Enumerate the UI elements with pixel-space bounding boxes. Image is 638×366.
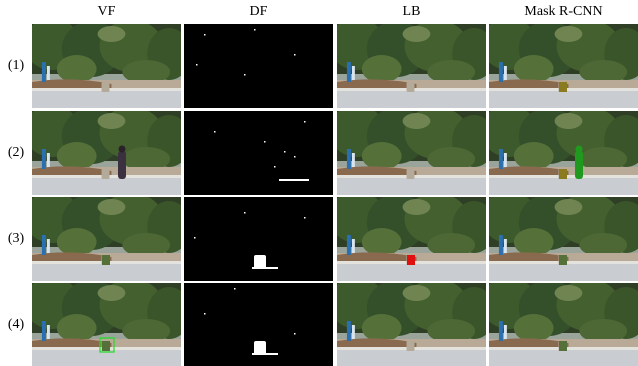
noise-dot	[234, 288, 236, 290]
noise-dot	[294, 156, 296, 158]
noise-dot	[294, 54, 296, 56]
person-head	[119, 146, 126, 153]
image-cell	[24, 105, 191, 195]
mask-background	[184, 24, 333, 108]
person	[575, 151, 583, 179]
mask-background	[184, 111, 333, 195]
noise-dot	[244, 74, 246, 76]
noise-dot	[264, 141, 266, 143]
photo	[481, 277, 638, 366]
trash-cover	[559, 341, 567, 351]
mask-blob	[254, 255, 266, 269]
row-label: (2)	[8, 145, 25, 160]
image-cell	[184, 283, 333, 366]
noise-dot	[304, 121, 306, 123]
image-cell	[24, 191, 191, 281]
photo	[24, 105, 191, 195]
trash-cover	[102, 341, 110, 351]
image-cell	[184, 197, 333, 281]
image-cell	[481, 191, 638, 281]
trash-cover	[102, 255, 110, 265]
trash-cover	[559, 255, 567, 265]
photo	[481, 191, 638, 281]
image-cell	[329, 105, 496, 195]
mask-blob	[254, 341, 266, 355]
highlight	[559, 169, 567, 179]
noise-dot	[214, 131, 216, 133]
noise-dot	[196, 64, 198, 66]
row-label: (3)	[8, 231, 25, 246]
noise-dot	[284, 151, 286, 153]
image-cell	[481, 277, 638, 366]
image-cell	[329, 18, 496, 108]
highlight	[559, 82, 567, 92]
mask-blob	[252, 267, 278, 269]
image-cell	[184, 24, 333, 108]
photo	[329, 105, 496, 195]
noise-dot	[204, 313, 206, 315]
image-cell	[24, 277, 191, 366]
photo	[481, 18, 638, 108]
image-cell	[481, 105, 638, 195]
row-label: (1)	[8, 58, 25, 73]
image-cell	[184, 111, 333, 195]
image-cell	[24, 18, 191, 108]
noise-dot	[304, 217, 306, 219]
image-grid	[24, 18, 638, 366]
mask-blob	[279, 179, 309, 181]
photo	[24, 18, 191, 108]
photo	[24, 191, 191, 281]
row-label: (4)	[8, 317, 25, 332]
column-header: LB	[403, 4, 421, 19]
photo	[24, 277, 191, 366]
column-header: DF	[250, 4, 268, 19]
noise-dot	[204, 34, 206, 36]
image-cell	[329, 191, 496, 281]
image-cell	[481, 18, 638, 108]
mask-blob	[252, 353, 278, 355]
photo	[329, 18, 496, 108]
noise-dot	[244, 212, 246, 214]
photo	[481, 105, 638, 195]
column-header: VF	[98, 4, 116, 19]
noise-dot	[294, 333, 296, 335]
figure: VF DF LB Mask R-CNN (1) (2) (3) (4)	[0, 0, 638, 366]
person	[118, 151, 126, 179]
person-head	[576, 146, 583, 153]
noise-dot	[254, 29, 256, 31]
photo	[329, 191, 496, 281]
noise-dot	[274, 166, 276, 168]
column-header: Mask R-CNN	[524, 4, 602, 19]
noise-dot	[194, 237, 196, 239]
photo	[329, 277, 496, 366]
image-cell	[329, 277, 496, 366]
highlight	[407, 255, 415, 265]
